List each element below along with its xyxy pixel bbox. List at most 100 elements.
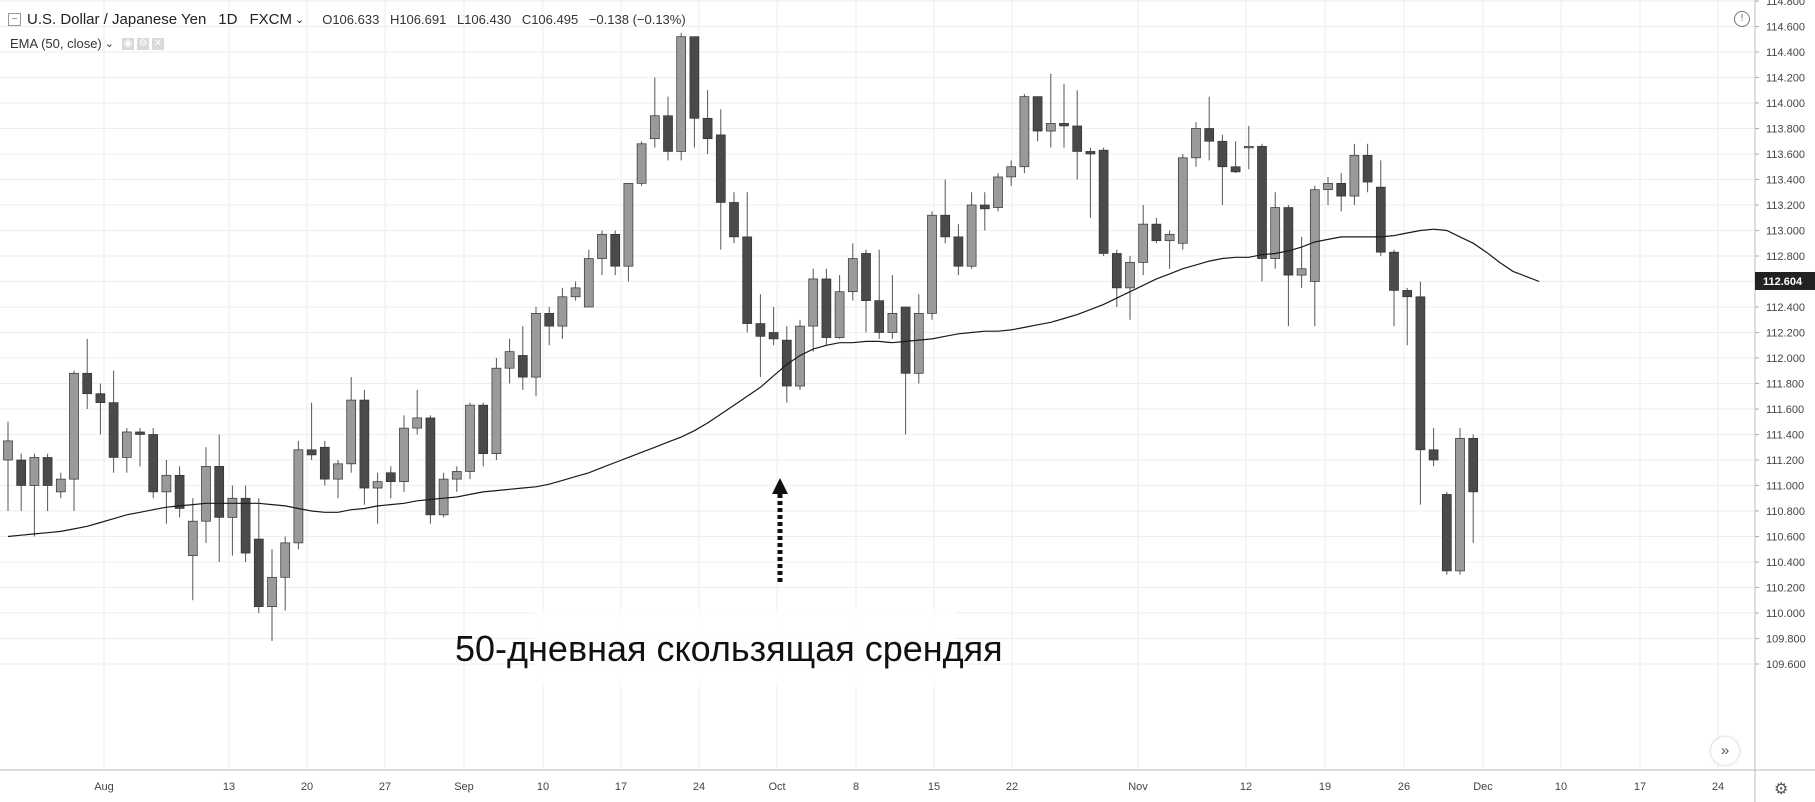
candle-body bbox=[1375, 186, 1386, 253]
candle-body bbox=[715, 134, 726, 203]
candle-body bbox=[1441, 494, 1452, 572]
candle-body bbox=[808, 278, 819, 327]
x-tick-label: 17 bbox=[615, 781, 627, 793]
x-tick-label: Sep bbox=[454, 781, 474, 793]
x-tick-label: 19 bbox=[1319, 781, 1331, 793]
change-value: −0.138 (−0.13%) bbox=[588, 12, 686, 27]
x-tick-label: Oct bbox=[768, 781, 785, 793]
chevron-down-icon[interactable]: ⌄ bbox=[104, 38, 114, 50]
candle-body bbox=[1006, 166, 1017, 178]
candle-body bbox=[557, 296, 568, 327]
x-tick-label: 27 bbox=[379, 781, 391, 793]
candle-body bbox=[966, 204, 977, 267]
candle-body bbox=[1455, 437, 1465, 572]
y-tick-label: 114.800 bbox=[1766, 0, 1805, 8]
candle-body bbox=[267, 576, 277, 607]
candle-body bbox=[1270, 207, 1281, 259]
y-tick-label: 111.600 bbox=[1766, 404, 1804, 416]
candle-body bbox=[42, 457, 53, 486]
candle-body bbox=[385, 472, 396, 483]
info-icon[interactable]: ! bbox=[1734, 11, 1750, 27]
y-tick-label: 114.000 bbox=[1766, 98, 1805, 110]
eye-icon[interactable]: ◉ bbox=[121, 37, 134, 50]
candle-body bbox=[319, 446, 330, 480]
candle-body bbox=[1389, 251, 1399, 291]
candle-body bbox=[293, 449, 304, 544]
y-tick-label: 111.000 bbox=[1766, 481, 1804, 493]
y-tick-label: 112.000 bbox=[1766, 353, 1805, 365]
candle-body bbox=[1072, 125, 1083, 152]
y-tick-label: 110.400 bbox=[1766, 557, 1805, 569]
x-tick-label: 10 bbox=[537, 781, 549, 793]
candle-body bbox=[16, 459, 27, 486]
candle-body bbox=[663, 115, 673, 152]
candle-body bbox=[1336, 182, 1347, 197]
collapse-icon[interactable]: − bbox=[8, 13, 21, 26]
candle-body bbox=[491, 367, 502, 454]
y-tick-label: 113.200 bbox=[1766, 200, 1805, 212]
indicator-legend: EMA (50, close) ⌄ ◉ ⚙ ✕ bbox=[10, 36, 167, 51]
candle-body bbox=[953, 236, 964, 267]
candle-body bbox=[900, 306, 911, 374]
y-tick-label: 113.800 bbox=[1766, 124, 1805, 136]
x-tick-label: 15 bbox=[928, 781, 940, 793]
candle-body bbox=[1468, 437, 1479, 493]
candle-body bbox=[1177, 157, 1188, 244]
open-value: O106.633 bbox=[322, 12, 380, 27]
candle-body bbox=[597, 233, 607, 259]
candle-body bbox=[55, 478, 66, 493]
candle-body bbox=[504, 351, 515, 369]
y-tick-label: 109.600 bbox=[1766, 659, 1806, 671]
candle-body bbox=[1243, 146, 1254, 149]
y-tick-label: 110.000 bbox=[1766, 608, 1805, 620]
candle-body bbox=[280, 542, 291, 578]
candle-body bbox=[1283, 207, 1294, 276]
y-tick-label: 112.200 bbox=[1766, 328, 1805, 340]
settings-icon[interactable]: ⚙ bbox=[136, 37, 149, 50]
candle-body bbox=[1217, 140, 1228, 168]
candle-body bbox=[399, 427, 409, 483]
x-tick-label: Dec bbox=[1473, 781, 1493, 793]
symbol-name[interactable]: U.S. Dollar / Japanese Yen bbox=[27, 11, 207, 28]
candle-body bbox=[82, 372, 93, 395]
close-icon[interactable]: ✕ bbox=[151, 37, 164, 50]
candle-body bbox=[174, 474, 185, 509]
x-tick-label: 22 bbox=[1006, 781, 1018, 793]
interval-label[interactable]: 1D bbox=[218, 11, 238, 28]
candle-body bbox=[676, 36, 687, 152]
gear-icon[interactable]: ⚙ bbox=[1774, 781, 1789, 798]
candle-body bbox=[1032, 96, 1043, 132]
candle-body bbox=[1045, 123, 1056, 132]
candle-body bbox=[742, 236, 753, 324]
exchange-label[interactable]: FXCM bbox=[249, 11, 292, 28]
candle-body bbox=[623, 182, 634, 267]
candle-body bbox=[253, 538, 264, 607]
candle-body bbox=[1138, 223, 1149, 263]
ema-line-group bbox=[7, 228, 1540, 538]
x-tick-label: 13 bbox=[223, 781, 235, 793]
candle-body bbox=[108, 402, 119, 458]
low-value: L106.430 bbox=[456, 12, 512, 27]
candle-body bbox=[29, 457, 40, 486]
y-tick-label: 111.200 bbox=[1766, 455, 1804, 467]
candle-body bbox=[1019, 96, 1030, 168]
candle-body bbox=[1428, 449, 1439, 461]
x-tick-label: 20 bbox=[301, 781, 313, 793]
candle-body bbox=[649, 115, 660, 140]
chevron-down-icon[interactable]: ⌄ bbox=[294, 14, 305, 26]
candle-body bbox=[1111, 253, 1122, 289]
indicator-label[interactable]: EMA (50, close) bbox=[10, 36, 102, 51]
candle-body bbox=[517, 355, 528, 378]
arrow-head bbox=[772, 478, 788, 494]
candle-body bbox=[861, 253, 871, 301]
candle-body bbox=[913, 313, 924, 374]
y-tick-label: 113.000 bbox=[1766, 226, 1805, 238]
candle-body bbox=[451, 471, 462, 480]
candle-body bbox=[412, 417, 423, 429]
candle-body bbox=[240, 497, 251, 554]
x-tick-label: 26 bbox=[1398, 781, 1410, 793]
candle-body bbox=[927, 214, 937, 314]
double-chevron-right-icon[interactable]: » bbox=[1711, 737, 1739, 765]
